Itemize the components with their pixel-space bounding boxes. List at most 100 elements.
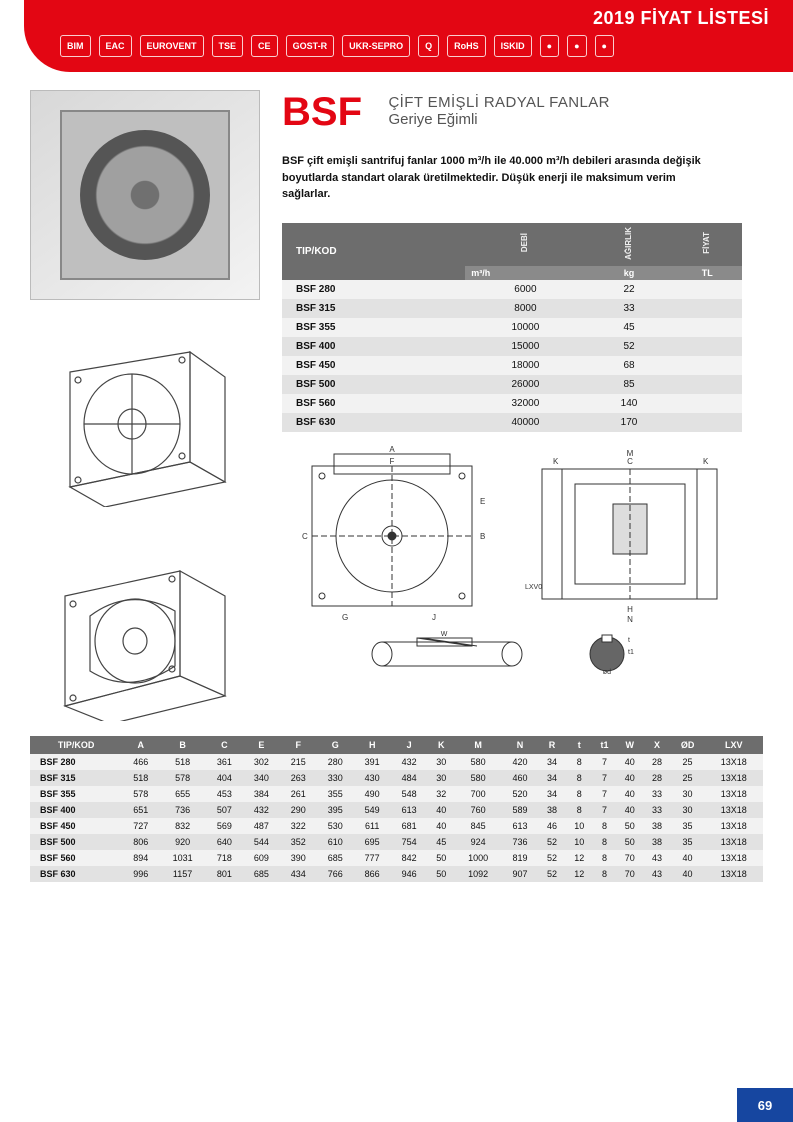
table-cell: 261 <box>280 786 317 802</box>
table-cell: 10 <box>566 818 593 834</box>
table-cell: 404 <box>206 770 243 786</box>
table-cell: 28 <box>643 754 670 770</box>
cert-badge: ● <box>595 35 614 57</box>
table-cell: 33 <box>643 802 670 818</box>
table-cell: 613 <box>501 818 538 834</box>
technical-drawings: A F C E B G J <box>282 444 742 675</box>
table-header-cell: N <box>501 736 538 754</box>
spec-th-fiyat: FİYAT <box>672 223 742 267</box>
table-cell: 866 <box>354 866 391 882</box>
cert-badge: ● <box>567 35 586 57</box>
table-cell: 640 <box>206 834 243 850</box>
table-cell <box>672 394 742 413</box>
table-cell: 8 <box>566 786 593 802</box>
table-cell: BSF 630 <box>282 413 465 432</box>
table-cell: 10 <box>566 834 593 850</box>
table-cell <box>672 280 742 299</box>
table-cell: 655 <box>159 786 206 802</box>
table-cell: 718 <box>206 850 243 866</box>
cert-badge: EUROVENT <box>140 35 204 57</box>
table-cell: 45 <box>428 834 455 850</box>
table-row: BSF 630996115780168543476686694650109290… <box>30 866 763 882</box>
svg-text:LXV0: LXV0 <box>525 584 542 591</box>
table-header-cell: TIP/KOD <box>30 736 122 754</box>
table-cell: 170 <box>586 413 673 432</box>
table-cell: 819 <box>501 850 538 866</box>
table-cell: 920 <box>159 834 206 850</box>
product-subtitle: Geriye Eğimli <box>388 111 609 128</box>
tech-drawing-section: t t1 ød <box>572 630 642 675</box>
table-cell: BSF 560 <box>282 394 465 413</box>
product-photo <box>30 90 260 300</box>
table-cell: 263 <box>280 770 317 786</box>
table-cell: 453 <box>206 786 243 802</box>
table-header-cell: G <box>317 736 354 754</box>
table-cell: BSF 280 <box>282 280 465 299</box>
table-cell: 578 <box>159 770 206 786</box>
table-cell: BSF 355 <box>282 318 465 337</box>
table-header-cell: t <box>566 736 593 754</box>
table-cell: 13X18 <box>705 818 763 834</box>
tech-drawing-front: A F C E B G J <box>282 444 507 624</box>
table-cell: 806 <box>122 834 159 850</box>
table-cell: 430 <box>354 770 391 786</box>
table-cell: BSF 560 <box>30 850 122 866</box>
table-cell: 34 <box>538 786 565 802</box>
table-cell: 651 <box>122 802 159 818</box>
table-header-cell: ØD <box>671 736 705 754</box>
table-cell: 25 <box>671 770 705 786</box>
spec-table: TIP/KOD DEBİ AĞIRLIK FİYAT m³/h kg TL BS… <box>282 223 742 433</box>
table-cell: 50 <box>616 818 643 834</box>
table-cell: 946 <box>391 866 428 882</box>
table-cell: 13X18 <box>705 866 763 882</box>
table-cell: 40 <box>671 850 705 866</box>
wireframe-drawing-1 <box>30 324 260 514</box>
table-cell: 894 <box>122 850 159 866</box>
table-row: BSF 4501800068 <box>282 356 742 375</box>
table-cell: 35 <box>671 834 705 850</box>
spec-unit-debi: m³/h <box>465 266 585 280</box>
table-cell: 8000 <box>465 299 585 318</box>
table-cell <box>672 318 742 337</box>
table-cell: 322 <box>280 818 317 834</box>
table-cell: 70 <box>616 866 643 882</box>
svg-text:G: G <box>342 613 348 622</box>
svg-text:t1: t1 <box>628 649 634 656</box>
product-description: BSF çift emişli santrifuj fanlar 1000 m³… <box>282 153 712 203</box>
table-cell: 801 <box>206 866 243 882</box>
table-header-cell: t1 <box>593 736 616 754</box>
svg-text:W: W <box>441 631 448 638</box>
table-cell <box>672 375 742 394</box>
table-row: BSF 3551000045 <box>282 318 742 337</box>
table-cell: 43 <box>643 866 670 882</box>
table-cell: 384 <box>243 786 280 802</box>
table-cell: 432 <box>243 802 280 818</box>
table-cell: 35 <box>671 818 705 834</box>
table-cell: 280 <box>317 754 354 770</box>
table-cell: 490 <box>354 786 391 802</box>
svg-text:C: C <box>302 532 308 541</box>
table-cell: 18000 <box>465 356 585 375</box>
right-column: BSF ÇİFT EMİŞLİ RADYAL FANLAR Geriye Eği… <box>282 90 763 728</box>
page-number: 69 <box>737 1088 793 1122</box>
table-cell: 544 <box>243 834 280 850</box>
svg-text:A: A <box>389 445 395 454</box>
cert-badge: ● <box>540 35 559 57</box>
table-cell: BSF 450 <box>282 356 465 375</box>
table-cell: 13X18 <box>705 850 763 866</box>
table-header-cell: F <box>280 736 317 754</box>
table-cell: 390 <box>280 850 317 866</box>
table-cell: 7 <box>593 754 616 770</box>
table-row: BSF 500806920640544352610695754459247365… <box>30 834 763 850</box>
table-cell: 507 <box>206 802 243 818</box>
table-cell: BSF 630 <box>30 866 122 882</box>
tech-drawing-shaft: W <box>362 630 532 675</box>
table-cell: 32000 <box>465 394 585 413</box>
table-row: BSF 315518578404340263330430484305804603… <box>30 770 763 786</box>
table-cell: 1092 <box>455 866 502 882</box>
spec-unit-fiyat: TL <box>672 266 742 280</box>
table-cell: 924 <box>455 834 502 850</box>
table-cell: 466 <box>122 754 159 770</box>
table-cell: 46 <box>538 818 565 834</box>
table-cell: 13X18 <box>705 754 763 770</box>
